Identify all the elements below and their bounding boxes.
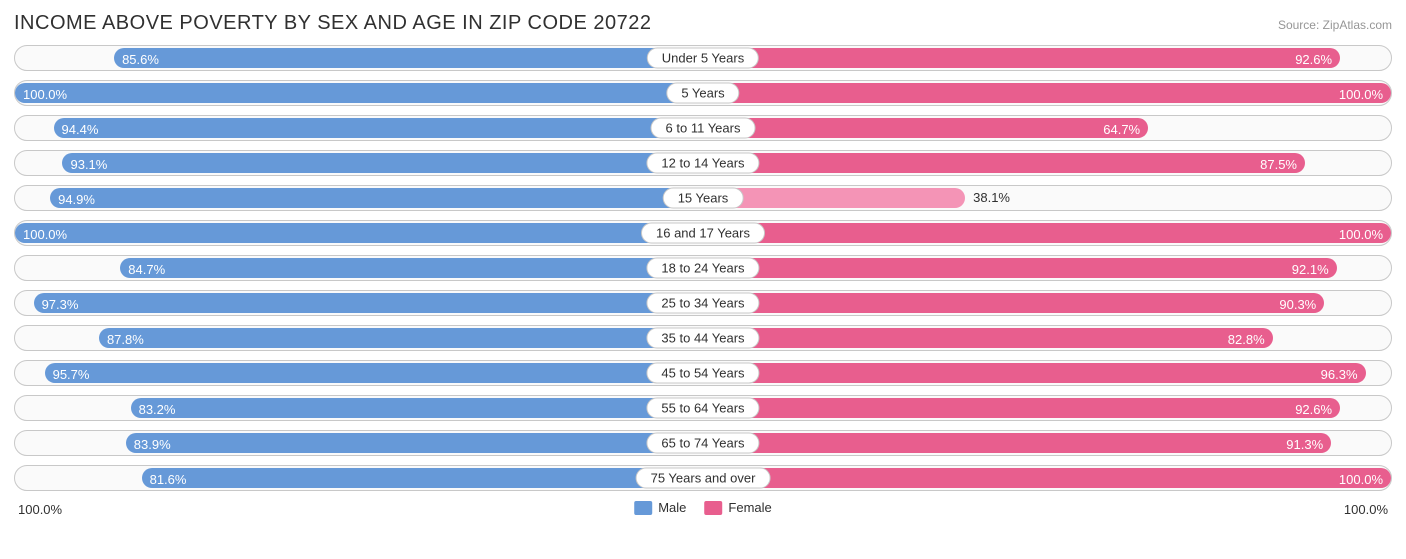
male-value: 97.3% [42, 293, 79, 317]
female-bar: 64.7% [703, 118, 1148, 138]
category-label: 15 Years [663, 188, 744, 209]
male-value: 85.6% [122, 48, 159, 72]
legend-item-female: Female [704, 500, 771, 515]
chart-footer: 100.0% Male Female 100.0% [14, 500, 1392, 524]
category-label: 18 to 24 Years [646, 258, 759, 279]
female-value: 92.6% [1295, 398, 1332, 422]
male-value: 100.0% [23, 83, 67, 107]
male-bar: 94.4% [54, 118, 703, 138]
female-value: 92.6% [1295, 48, 1332, 72]
chart-header: INCOME ABOVE POVERTY BY SEX AND AGE IN Z… [14, 12, 1392, 35]
male-bar: 85.6% [114, 48, 703, 68]
category-label: 6 to 11 Years [651, 118, 756, 139]
female-value: 87.5% [1260, 153, 1297, 177]
male-value: 100.0% [23, 223, 67, 247]
chart-row: 94.4%64.7%6 to 11 Years [14, 115, 1392, 141]
female-value: 100.0% [1339, 83, 1383, 107]
category-label: 5 Years [666, 83, 739, 104]
female-bar: 92.6% [703, 398, 1340, 418]
chart-row: 85.6%92.6%Under 5 Years [14, 45, 1392, 71]
male-bar: 93.1% [62, 153, 703, 173]
category-label: 55 to 64 Years [646, 398, 759, 419]
female-bar: 90.3% [703, 293, 1324, 313]
female-value: 91.3% [1286, 433, 1323, 457]
category-label: 75 Years and over [636, 468, 771, 489]
category-label: 65 to 74 Years [646, 433, 759, 454]
chart-row: 81.6%100.0%75 Years and over [14, 465, 1392, 491]
legend-item-male: Male [634, 500, 686, 515]
male-value: 87.8% [107, 328, 144, 352]
male-value: 83.2% [139, 398, 176, 422]
female-value: 38.1% [973, 186, 1010, 210]
female-value: 92.1% [1292, 258, 1329, 282]
swatch-female [704, 501, 722, 515]
legend-label-male: Male [658, 500, 686, 515]
female-bar: 82.8% [703, 328, 1273, 348]
category-label: 16 and 17 Years [641, 223, 765, 244]
female-value: 64.7% [1103, 118, 1140, 142]
male-bar: 94.9% [50, 188, 703, 208]
female-value: 100.0% [1339, 468, 1383, 492]
chart-row: 94.9% 38.1% 15 Years [14, 185, 1392, 211]
chart-title: INCOME ABOVE POVERTY BY SEX AND AGE IN Z… [14, 12, 651, 35]
chart-row: 83.9%91.3%65 to 74 Years [14, 430, 1392, 456]
female-bar: 100.0% [703, 468, 1391, 488]
axis-label-left: 100.0% [18, 502, 62, 517]
male-value: 84.7% [128, 258, 165, 282]
chart-row: 87.8%82.8%35 to 44 Years [14, 325, 1392, 351]
female-value: 100.0% [1339, 223, 1383, 247]
male-bar: 100.0% [15, 223, 703, 243]
male-bar: 83.2% [131, 398, 703, 418]
category-label: 35 to 44 Years [646, 328, 759, 349]
category-label: 25 to 34 Years [646, 293, 759, 314]
category-label: Under 5 Years [647, 48, 759, 69]
chart-row: 100.0%100.0%16 and 17 Years [14, 220, 1392, 246]
category-label: 45 to 54 Years [646, 363, 759, 384]
female-bar: 87.5% [703, 153, 1305, 173]
male-value: 94.9% [58, 188, 95, 212]
chart-row: 83.2%92.6%55 to 64 Years [14, 395, 1392, 421]
swatch-male [634, 501, 652, 515]
female-bar: 100.0% [703, 223, 1391, 243]
male-value: 95.7% [53, 363, 90, 387]
diverging-bar-chart: 85.6%92.6%Under 5 Years100.0%100.0%5 Yea… [14, 45, 1392, 491]
chart-row: 93.1%87.5%12 to 14 Years [14, 150, 1392, 176]
female-bar: 92.1% [703, 258, 1337, 278]
legend: Male Female [634, 500, 772, 515]
legend-label-female: Female [728, 500, 771, 515]
female-value: 90.3% [1279, 293, 1316, 317]
male-bar: 81.6% [142, 468, 703, 488]
female-bar: 91.3% [703, 433, 1331, 453]
male-value: 83.9% [134, 433, 171, 457]
category-label: 12 to 14 Years [646, 153, 759, 174]
female-value: 82.8% [1228, 328, 1265, 352]
female-bar: 92.6% [703, 48, 1340, 68]
male-bar: 97.3% [34, 293, 703, 313]
chart-row: 95.7%96.3%45 to 54 Years [14, 360, 1392, 386]
male-value: 94.4% [62, 118, 99, 142]
male-bar: 87.8% [99, 328, 703, 348]
male-bar: 100.0% [15, 83, 703, 103]
female-bar: 96.3% [703, 363, 1366, 383]
male-bar: 84.7% [120, 258, 703, 278]
male-bar: 83.9% [126, 433, 703, 453]
male-bar: 95.7% [45, 363, 703, 383]
chart-row: 100.0%100.0%5 Years [14, 80, 1392, 106]
axis-label-right: 100.0% [1344, 502, 1388, 517]
male-value: 93.1% [70, 153, 107, 177]
male-value: 81.6% [150, 468, 187, 492]
chart-row: 84.7%92.1%18 to 24 Years [14, 255, 1392, 281]
female-bar: 100.0% [703, 83, 1391, 103]
chart-row: 97.3%90.3%25 to 34 Years [14, 290, 1392, 316]
chart-source: Source: ZipAtlas.com [1278, 18, 1392, 32]
female-value: 96.3% [1321, 363, 1358, 387]
